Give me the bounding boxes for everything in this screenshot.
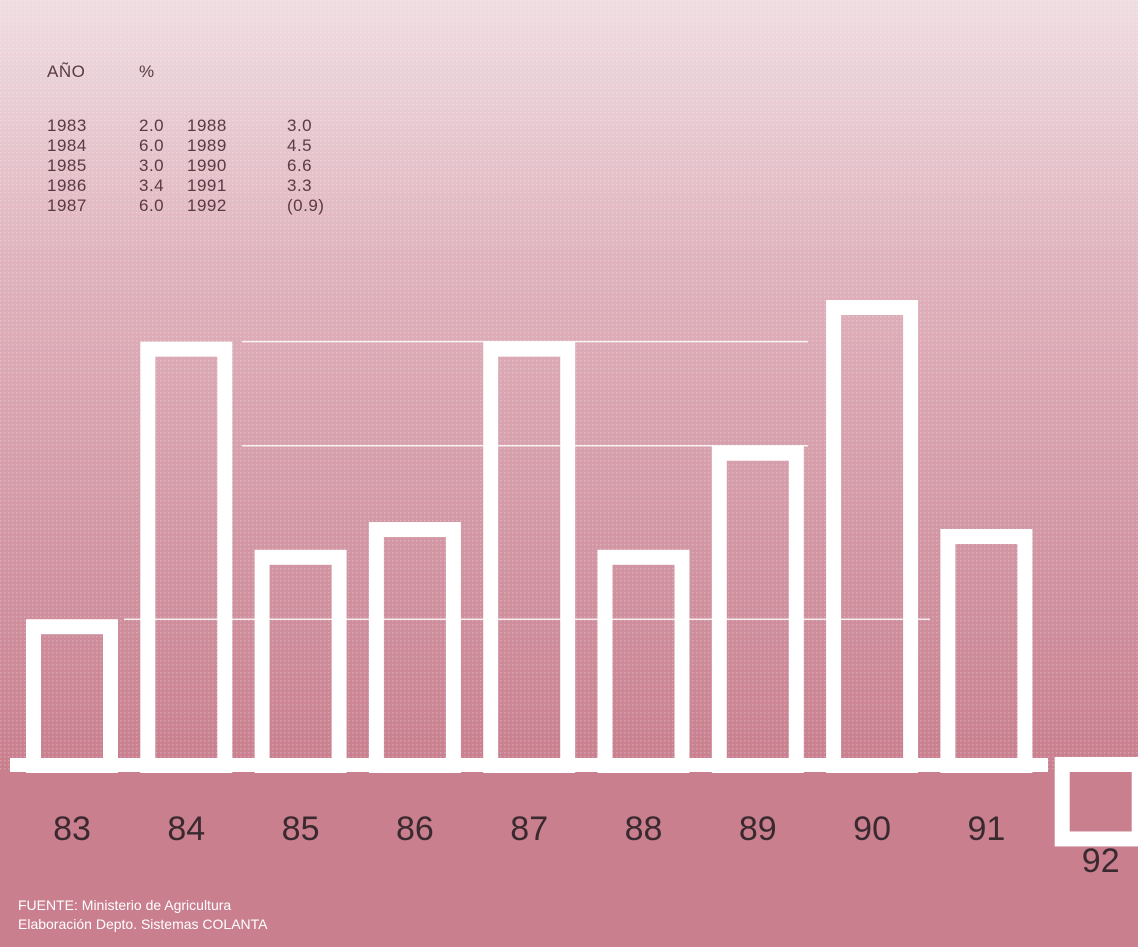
table-cell: 3.0 [139,156,165,175]
table-cell: 1986 [47,176,87,195]
table-cell: 1983 [47,116,87,135]
category-label: 90 [853,810,891,848]
category-label: 89 [739,810,777,848]
category-label: 85 [282,810,320,848]
source-line-2: Elaboración Depto. Sistemas COLANTA [18,916,268,932]
table-cell: (0.9) [287,196,325,215]
category-label: 87 [510,810,548,848]
table-header-year: AÑO [47,62,86,81]
category-label: 83 [53,810,91,848]
category-label: 88 [625,810,663,848]
table-cell: 3.0 [287,116,313,135]
table-cell: 6.6 [287,156,313,175]
source-line-1: FUENTE: Ministerio de Agricultura [18,897,232,913]
category-labels: 83 84 85 86 87 88 89 90 91 92 [53,810,1120,880]
table-cell: 1984 [47,136,87,155]
table-cell: 6.0 [139,196,165,215]
category-label: 91 [967,810,1005,848]
table-cell: 3.4 [139,176,165,195]
table-cell: 1992 [187,196,227,215]
table-cell: 1985 [47,156,87,175]
table-cell: 1989 [187,136,227,155]
category-label: 84 [167,810,205,848]
baseline [10,758,1048,772]
bars [26,300,1138,847]
table-cell: 1990 [187,156,227,175]
table-cell: 1987 [47,196,87,215]
table-header-percent: % [139,62,155,81]
table-cell: 2.0 [139,116,165,135]
category-label: 92 [1082,842,1120,880]
table-cell: 3.3 [287,176,313,195]
source-note: FUENTE: Ministerio de Agricultura Elabor… [18,896,268,934]
table-cell: 1988 [187,116,227,135]
bar-92 [1054,757,1138,847]
table-cell: 6.0 [139,136,165,155]
table-cell: 4.5 [287,136,313,155]
table-cell: 1991 [187,176,227,195]
base-band [0,770,1138,947]
category-label: 86 [396,810,434,848]
